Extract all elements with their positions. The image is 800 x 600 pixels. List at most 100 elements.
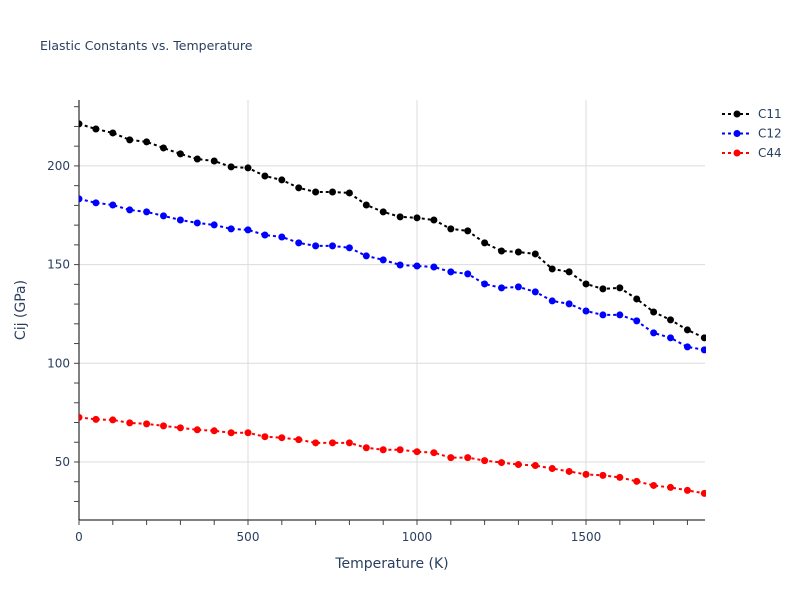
data-point-c44 [565, 467, 573, 475]
data-point-c44 [514, 461, 522, 469]
data-point-c12 [616, 311, 624, 319]
data-point-c44 [362, 444, 370, 452]
data-point-c44 [430, 449, 438, 457]
data-point-c12 [193, 219, 201, 227]
plot-area [79, 120, 706, 497]
data-point-c44 [295, 436, 303, 444]
legend-label: C11 [758, 107, 782, 121]
data-point-c44 [548, 464, 556, 472]
data-point-c12 [464, 270, 472, 278]
data-point-c11 [667, 316, 675, 324]
series-c11 [79, 120, 706, 342]
data-point-c11 [413, 214, 421, 222]
y-tick-label: 200 [47, 159, 70, 173]
legend-item-c12[interactable]: C12 [722, 127, 782, 141]
data-point-c12 [362, 252, 370, 260]
series-line-c44 [79, 416, 705, 495]
data-point-c12 [700, 346, 706, 354]
legend-marker-icon [733, 110, 741, 118]
data-point-c44 [447, 454, 455, 462]
legend-label: C12 [758, 127, 782, 141]
data-point-c12 [79, 195, 83, 203]
chart-title: Elastic Constants vs. Temperature [40, 38, 253, 53]
data-point-c11 [79, 120, 83, 128]
data-point-c44 [683, 486, 691, 494]
y-axis-title: Cij (GPa) [13, 280, 29, 340]
data-point-c11 [160, 144, 168, 152]
x-tick-label: 0 [75, 530, 83, 544]
grid [79, 100, 705, 520]
data-point-c44 [210, 427, 218, 435]
data-point-c11 [379, 208, 387, 216]
data-point-c11 [193, 155, 201, 163]
data-point-c12 [667, 334, 675, 342]
data-point-c12 [430, 263, 438, 271]
data-point-c12 [278, 233, 286, 241]
data-point-c44 [92, 415, 100, 423]
data-point-c12 [599, 311, 607, 319]
data-point-c12 [447, 268, 455, 276]
data-point-c11 [227, 163, 235, 171]
data-point-c44 [227, 429, 235, 437]
data-point-c11 [700, 334, 706, 342]
data-point-c44 [244, 429, 252, 437]
data-point-c11 [396, 213, 404, 221]
data-point-c11 [447, 225, 455, 233]
data-point-c12 [548, 297, 556, 305]
y-tick-label: 50 [55, 455, 70, 469]
data-point-c12 [312, 242, 320, 250]
data-point-c12 [176, 216, 184, 224]
data-point-c44 [329, 439, 337, 447]
data-point-c12 [329, 242, 337, 250]
data-point-c44 [498, 459, 506, 467]
data-point-c44 [193, 426, 201, 434]
data-point-c12 [650, 329, 658, 337]
legend-marker-icon [733, 149, 741, 157]
data-point-c44 [700, 489, 706, 497]
legend-item-c44[interactable]: C44 [722, 146, 782, 160]
series-line-c12 [79, 197, 705, 351]
data-point-c12 [379, 256, 387, 264]
data-point-c12 [160, 212, 168, 220]
data-point-c11 [498, 247, 506, 255]
data-point-c11 [565, 268, 573, 276]
data-point-c44 [650, 481, 658, 489]
data-point-c44 [79, 413, 83, 421]
data-point-c11 [599, 285, 607, 293]
y-tick-label: 150 [47, 258, 70, 272]
legend-item-c11[interactable]: C11 [722, 107, 782, 121]
data-point-c44 [413, 448, 421, 456]
data-point-c11 [261, 172, 269, 180]
data-point-c11 [210, 157, 218, 165]
data-point-c11 [312, 188, 320, 196]
data-point-c11 [244, 164, 252, 172]
data-point-c11 [683, 326, 691, 334]
data-point-c44 [278, 434, 286, 442]
data-point-c11 [126, 136, 134, 144]
data-point-c11 [92, 125, 100, 133]
x-ticks: 0 500 1000 1500 [75, 530, 601, 544]
data-point-c12 [565, 300, 573, 308]
data-point-c12 [683, 343, 691, 351]
data-point-c12 [396, 261, 404, 269]
series-line-c11 [79, 122, 705, 339]
data-point-c12 [345, 244, 353, 252]
data-point-c12 [633, 317, 641, 325]
data-point-c12 [227, 225, 235, 233]
data-point-c44 [464, 454, 472, 462]
data-point-c44 [143, 420, 151, 428]
data-point-c12 [244, 226, 252, 234]
x-tick-label: 1500 [571, 530, 602, 544]
data-point-c11 [548, 265, 556, 273]
data-point-c11 [481, 239, 489, 247]
data-point-c12 [143, 208, 151, 216]
data-point-c11 [633, 295, 641, 303]
legend[interactable]: C11 C12 C44 [722, 107, 782, 160]
legend-label: C44 [758, 146, 782, 160]
data-point-c11 [582, 280, 590, 288]
data-point-c44 [599, 471, 607, 479]
data-point-c44 [582, 470, 590, 478]
y-tick-label: 100 [47, 356, 70, 370]
data-point-c11 [176, 150, 184, 158]
